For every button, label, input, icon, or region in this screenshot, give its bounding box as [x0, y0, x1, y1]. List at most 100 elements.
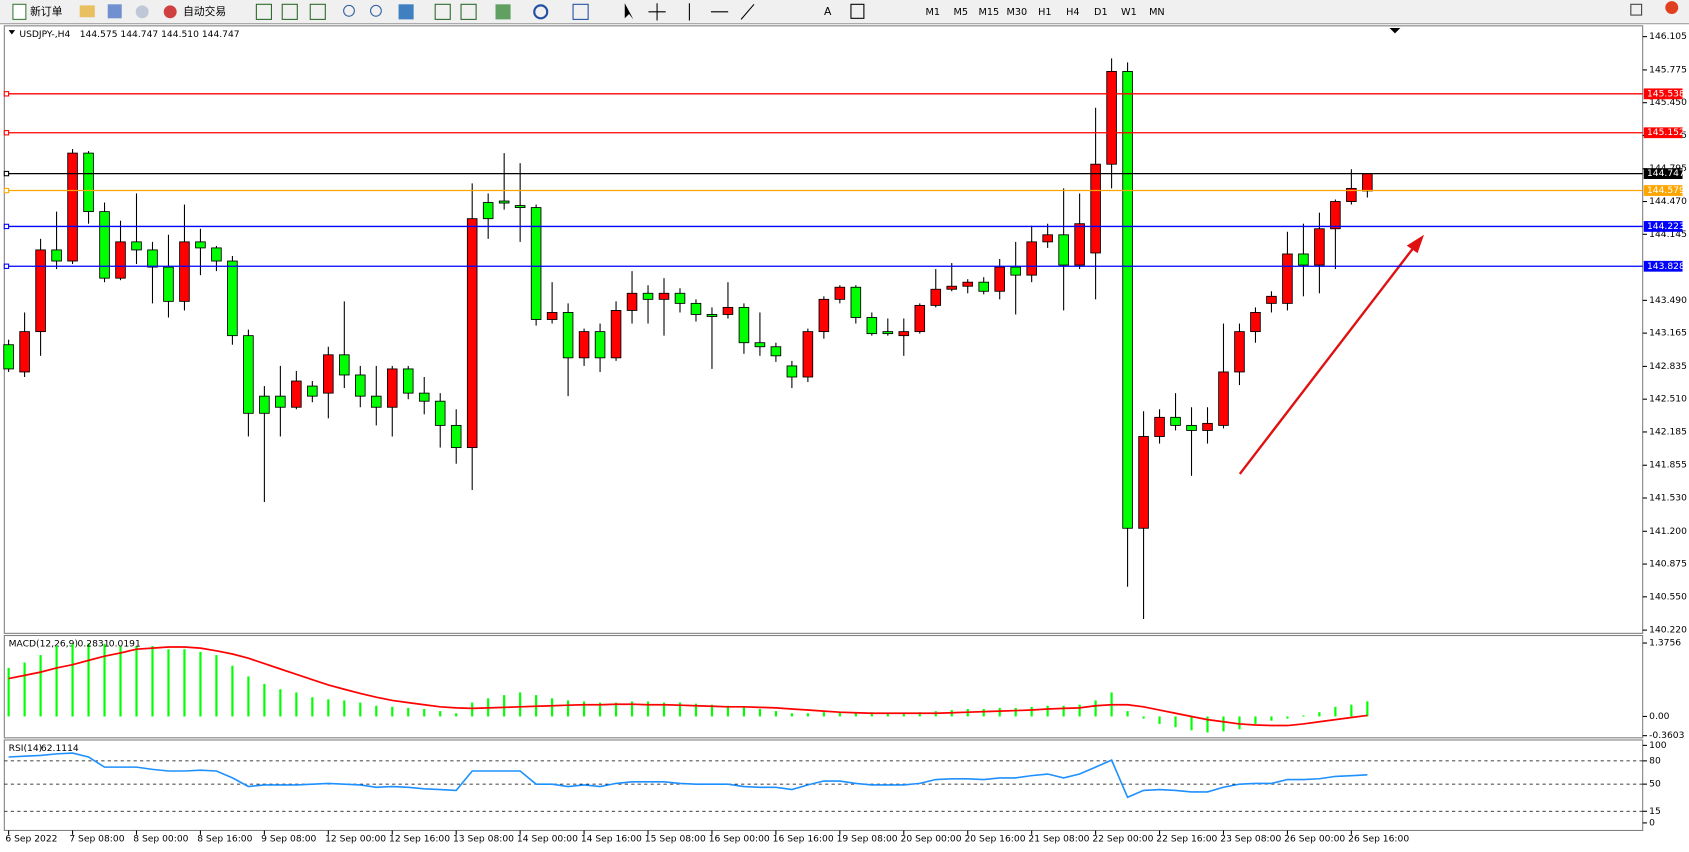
candle-body	[1106, 71, 1117, 165]
tool-icon[interactable]	[135, 5, 149, 19]
timeframe-button[interactable]: M5	[954, 7, 969, 18]
new-order-icon[interactable]	[12, 3, 27, 20]
candle-body	[738, 306, 750, 344]
candle-body	[83, 152, 94, 213]
candle-body	[930, 288, 942, 306]
candle-body	[51, 249, 62, 262]
x-tick-label: 26 Sep 00:00	[1284, 835, 1345, 845]
price-label: 145.152	[1647, 128, 1685, 138]
y-tick-label: 1.3756	[1649, 639, 1681, 649]
candle-body	[882, 331, 894, 335]
y-tick-label: 140.550	[1649, 592, 1687, 602]
zoom-in-icon[interactable]	[343, 4, 355, 17]
tool-icon[interactable]	[107, 4, 122, 19]
candle-body	[115, 241, 126, 279]
timeframe-button[interactable]: M1	[926, 7, 941, 18]
y-tick-label: 15	[1649, 807, 1661, 817]
auto-trading-icon[interactable]	[163, 5, 177, 19]
candle-body	[626, 292, 638, 311]
zoom-out-icon[interactable]	[370, 4, 382, 17]
candle-body	[562, 312, 574, 359]
tool-icon[interactable]	[533, 4, 549, 20]
y-tick-label: 142.510	[1649, 395, 1687, 405]
rsi-title: RSI(14)	[9, 744, 43, 754]
notification-icon[interactable]	[1665, 1, 1679, 15]
candle-body	[19, 331, 30, 373]
candle-body	[1122, 71, 1133, 529]
new-order-button[interactable]: 新订单	[30, 5, 63, 18]
symbol-menu-arrow[interactable]	[8, 30, 16, 35]
rsi-value: 62.1114	[41, 744, 79, 754]
tool-icon[interactable]	[281, 3, 298, 20]
timeframe-button[interactable]: M30	[1007, 7, 1028, 18]
x-tick-label: 6 Sep 2022	[5, 835, 57, 845]
candle-body	[498, 200, 510, 204]
x-tick-label: 20 Sep 00:00	[901, 835, 962, 845]
candle-body	[1298, 253, 1309, 266]
price-line-handle	[3, 263, 10, 269]
timeframe-button[interactable]: W1	[1121, 7, 1137, 18]
price-label-bg	[1643, 221, 1683, 232]
candle-body	[67, 152, 78, 262]
candle-body	[770, 346, 782, 357]
price-label-bg	[1643, 88, 1683, 100]
candle-body	[1330, 201, 1341, 230]
y-tick-label: 140.875	[1649, 560, 1687, 570]
draw-icons[interactable]	[688, 3, 755, 21]
candle-body	[994, 266, 1005, 292]
rsi-line	[8, 752, 1368, 799]
timeframe-button[interactable]: M15	[978, 7, 999, 18]
candle-body	[962, 281, 974, 287]
x-tick-label: 9 Sep 08:00	[261, 835, 316, 845]
x-tick-label: 16 Sep 16:00	[773, 835, 834, 845]
search-icon[interactable]	[1630, 3, 1643, 16]
x-tick-label: 13 Sep 08:00	[453, 835, 514, 845]
tool-icon[interactable]	[255, 3, 272, 20]
x-tick-label: 12 Sep 00:00	[325, 835, 386, 845]
candle-body	[642, 292, 654, 300]
candle-body	[3, 344, 14, 370]
toolbar-bg	[0, 0, 1689, 24]
tool-icon[interactable]	[495, 4, 511, 20]
candle-body	[323, 354, 334, 394]
crosshair-icon[interactable]	[648, 3, 666, 21]
price-label: 144.223	[1647, 222, 1685, 232]
timeframe-button[interactable]: H4	[1066, 7, 1079, 18]
tool-icon[interactable]	[79, 5, 95, 18]
candle-body	[1362, 173, 1373, 192]
candle-body	[978, 281, 989, 292]
cursor-icon[interactable]	[624, 3, 634, 20]
y-tick-label: 141.200	[1649, 527, 1687, 537]
y-tick-label: 0	[1649, 818, 1655, 828]
candle-body	[355, 374, 366, 397]
tool-icon[interactable]	[309, 3, 326, 20]
price-line-handle	[3, 130, 10, 136]
tool-icon[interactable]	[460, 3, 477, 20]
candle-body	[850, 286, 862, 318]
candle-body	[1058, 234, 1069, 266]
tool-icon[interactable]	[398, 4, 414, 20]
price-label: 143.828	[1647, 262, 1685, 272]
y-tick-label: 0.00	[1649, 712, 1670, 722]
y-tick-label: 143.490	[1649, 296, 1687, 306]
candle-body	[370, 395, 382, 408]
candle-body	[163, 266, 174, 302]
tool-text[interactable]: A	[824, 5, 832, 18]
candle-body	[578, 331, 590, 359]
x-tick-label: 19 Sep 08:00	[837, 835, 898, 845]
signal-line	[8, 646, 1368, 727]
price-line-handle	[3, 170, 10, 177]
x-tick-label: 12 Sep 16:00	[389, 835, 450, 845]
x-tick-label: 8 Sep 16:00	[197, 835, 252, 845]
timeframe-button[interactable]: D1	[1094, 7, 1108, 18]
auto-trading-button[interactable]: 自动交易	[183, 5, 226, 18]
price-line-handle	[3, 91, 10, 97]
candle-body	[1042, 234, 1053, 243]
candle-body	[818, 298, 830, 333]
x-tick-label: 23 Sep 08:00	[1220, 835, 1281, 845]
tool-icon[interactable]	[850, 3, 865, 19]
timeframe-button[interactable]: MN	[1149, 7, 1165, 18]
timeframe-button[interactable]: H1	[1038, 7, 1051, 18]
tool-icon[interactable]	[572, 3, 589, 20]
tool-icon[interactable]	[434, 3, 451, 20]
